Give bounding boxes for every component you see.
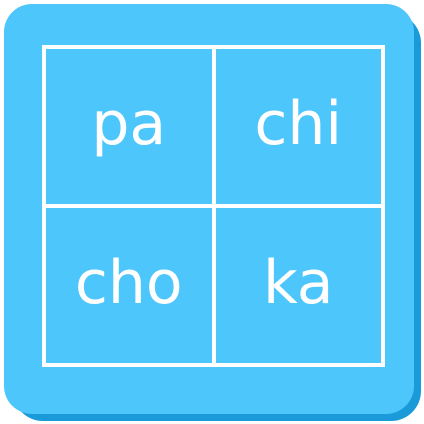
syllable-label: pa	[91, 88, 167, 159]
syllable-label: chi	[254, 88, 343, 159]
syllable-grid: pa chi cho ka	[42, 45, 385, 367]
syllable-cell-cho[interactable]: cho	[46, 206, 214, 363]
syllable-label: cho	[74, 247, 183, 318]
syllable-cell-pa[interactable]: pa	[46, 49, 214, 206]
card-face: pa chi cho ka	[4, 4, 414, 414]
syllable-label: ka	[263, 247, 334, 318]
syllable-cell-ka[interactable]: ka	[213, 206, 381, 363]
syllable-cell-chi[interactable]: chi	[213, 49, 381, 206]
